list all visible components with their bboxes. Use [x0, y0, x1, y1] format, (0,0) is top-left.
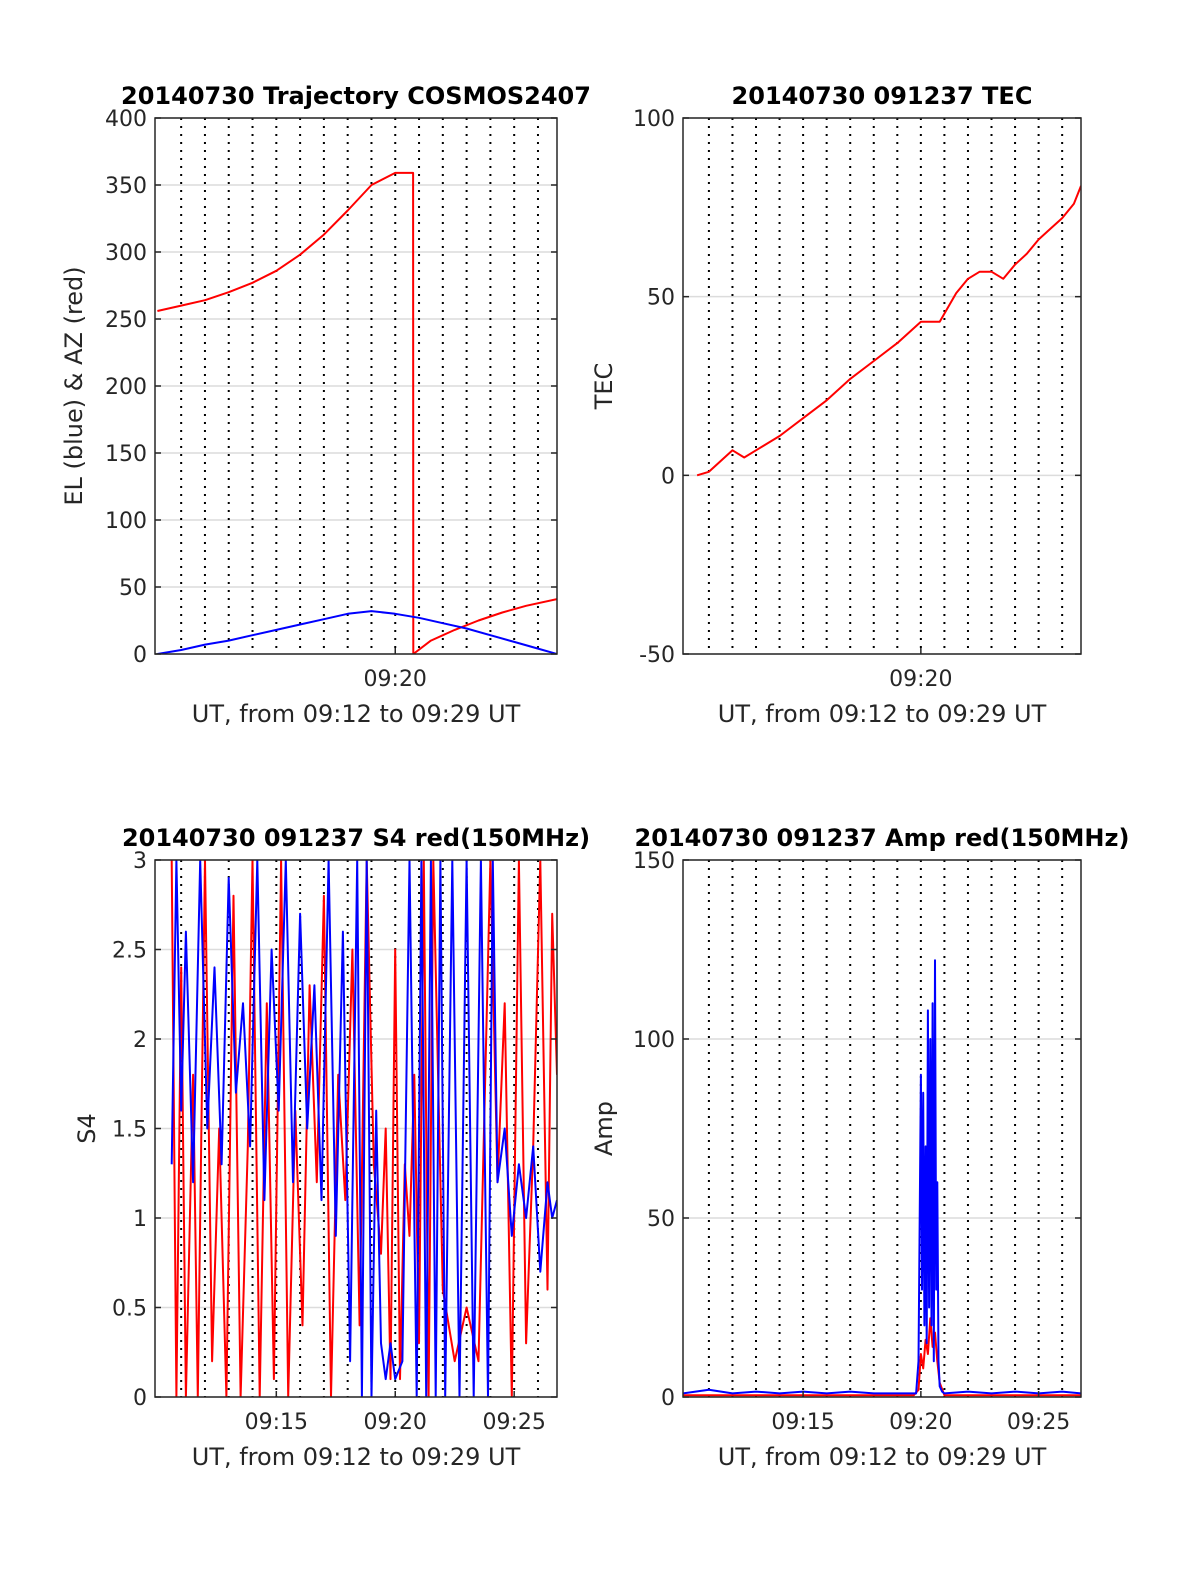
x-axis-label: UT, from 09:12 to 09:29 UT	[718, 1443, 1047, 1471]
chart-title: 20140730 091237 S4 red(150MHz)	[122, 824, 590, 852]
y-tick-label: 1	[133, 1207, 147, 1232]
y-tick-label: 0	[661, 1386, 675, 1411]
y-tick-label: 2	[133, 1028, 147, 1053]
plot-background	[683, 118, 1081, 654]
y-tick-label: 100	[633, 1028, 675, 1053]
y-axis-label: EL (blue) & AZ (red)	[60, 266, 88, 505]
x-tick-label: 09:25	[482, 1410, 545, 1435]
plot-background	[683, 860, 1081, 1397]
axes-box	[682, 859, 1082, 1398]
x-tick-label: 09:25	[1007, 1410, 1070, 1435]
data-layer	[683, 959, 1081, 1397]
y-tick-label: 300	[105, 241, 147, 266]
y-tick-label: 250	[105, 308, 147, 333]
y-tick-label: -50	[639, 643, 675, 668]
y-tick-label: 1.5	[112, 1118, 147, 1143]
y-axis-label: Amp	[590, 1101, 618, 1156]
chart-title: 20140730 091237 TEC	[732, 82, 1033, 110]
series-line-blue	[170, 860, 557, 1397]
y-tick-label: 400	[105, 107, 147, 132]
x-tick-label: 09:15	[771, 1410, 834, 1435]
chart-title: 20140730 Trajectory COSMOS2407	[121, 82, 591, 110]
data-layer	[170, 860, 557, 1397]
y-tick-label: 350	[105, 174, 147, 199]
y-tick-label: 2.5	[112, 939, 147, 964]
y-tick-label: 100	[633, 107, 675, 132]
y-tick-label: 0	[133, 643, 147, 668]
y-tick-label: 3	[133, 849, 147, 874]
series-line-red	[696, 185, 1081, 477]
series-line-red	[157, 171, 557, 654]
axes-box	[682, 117, 1082, 655]
chart-panel-tec: -50 0 50 100 09:20 20140730 091237 TEC UT, f…	[590, 82, 1082, 728]
y-tick-label: 150	[633, 849, 675, 874]
x-tick-label: 09:15	[245, 1410, 308, 1435]
y-tick-label: 50	[119, 576, 147, 601]
y-tick-label: 0	[661, 464, 675, 489]
series-line-blue	[157, 610, 557, 654]
x-axis-label: UT, from 09:12 to 09:29 UT	[192, 1443, 521, 1471]
y-axis-label: S4	[73, 1113, 101, 1144]
x-tick-label: 09:20	[364, 667, 427, 692]
y-tick-label: 0.5	[112, 1297, 147, 1322]
series-line-blue	[683, 959, 1081, 1395]
grid-layer	[155, 117, 557, 655]
tick-layer: -50 0 50 100 09:20	[633, 107, 1081, 692]
x-axis-label: UT, from 09:12 to 09:29 UT	[718, 700, 1047, 728]
tick-layer: 0 50 100 150 200 250 300 350 400 09:20	[105, 107, 557, 692]
x-tick-label: 09:20	[364, 1410, 427, 1435]
x-tick-label: 09:20	[889, 667, 952, 692]
chart-panel-s4: 0 0.5 1 1.5 2 2.5 3 09:15 09:20 09:25 20140730 09…	[73, 824, 590, 1471]
x-tick-label: 09:20	[889, 1410, 952, 1435]
chart-panel-amp: 0 50 100 150 09:15 09:20 09:25 20140730 091237…	[590, 824, 1129, 1471]
tick-layer: 0 50 100 150 09:15 09:20 09:25	[633, 849, 1081, 1435]
series-line-red	[170, 860, 557, 1397]
y-axis-label: TEC	[590, 363, 618, 411]
data-layer	[157, 171, 557, 654]
chart-title: 20140730 091237 Amp red(150MHz)	[635, 824, 1130, 852]
x-axis-label: UT, from 09:12 to 09:29 UT	[192, 700, 521, 728]
y-tick-label: 50	[647, 286, 675, 311]
grid-layer	[683, 859, 1081, 1398]
chart-panel-trajectory: 0 50 100 150 200 250 300 350 400 09:20 20140730 T…	[60, 82, 591, 728]
tick-layer: 0 0.5 1 1.5 2 2.5 3 09:15 09:20 09:25	[112, 849, 557, 1435]
y-tick-label: 100	[105, 509, 147, 534]
y-tick-label: 50	[647, 1207, 675, 1232]
y-tick-label: 150	[105, 442, 147, 467]
data-layer	[696, 185, 1081, 477]
y-tick-label: 0	[133, 1386, 147, 1411]
y-tick-label: 200	[105, 375, 147, 400]
